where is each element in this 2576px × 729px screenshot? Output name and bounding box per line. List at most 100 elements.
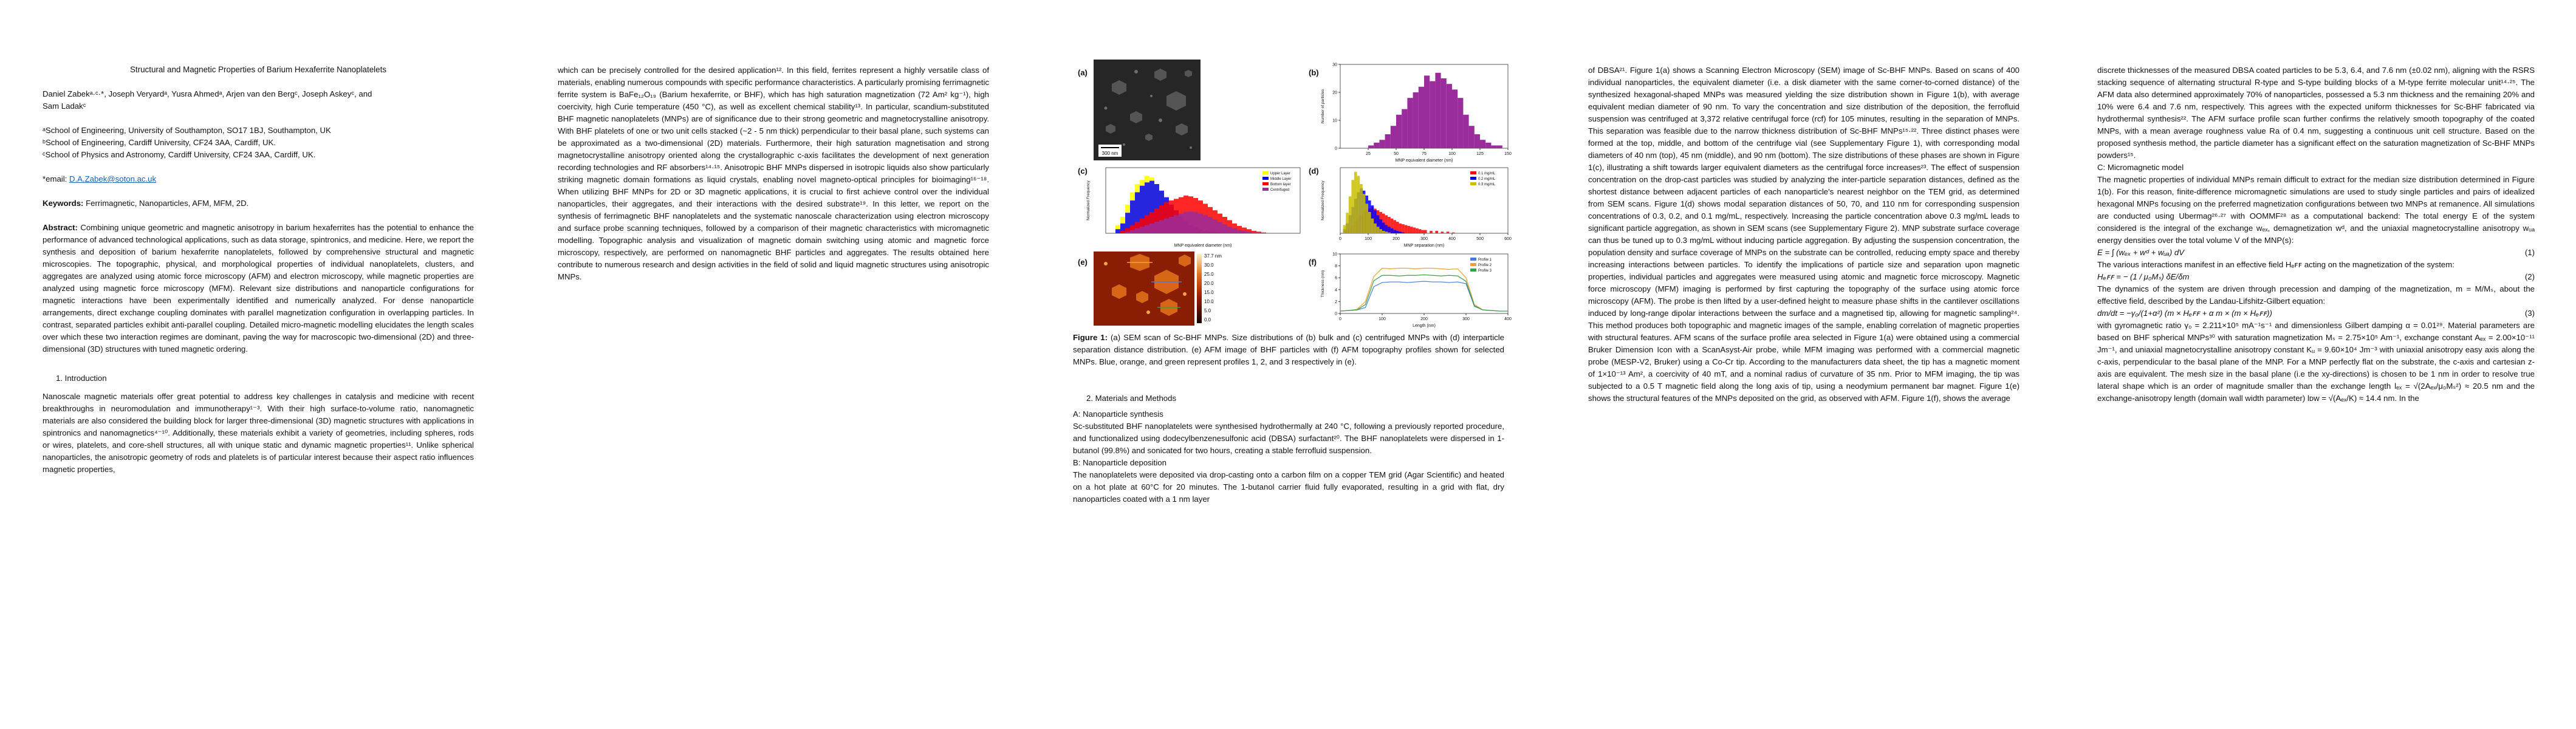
colorbar-tick: 15.0 bbox=[1204, 290, 1214, 295]
bar-mark bbox=[1458, 98, 1464, 148]
x-tick-label: 500 bbox=[1476, 237, 1484, 241]
legend-swatch bbox=[1470, 269, 1476, 272]
body-paragraph: The various interactions manifest in an … bbox=[2097, 260, 2454, 269]
bar-mark bbox=[1435, 230, 1438, 233]
x-tick-label: 50 bbox=[1394, 152, 1399, 156]
bar-mark bbox=[1164, 202, 1169, 233]
bar-mark bbox=[1145, 215, 1149, 233]
page-1: Structural and Magnetic Properties of Ba… bbox=[0, 0, 515, 729]
bar-mark bbox=[1140, 218, 1145, 233]
y-tick-label: 0 bbox=[1335, 147, 1337, 151]
bar-mark bbox=[1343, 225, 1346, 233]
legend-label: Profile 1 bbox=[1478, 258, 1492, 262]
author-line: Daniel Zabekᵃ·ᶜ·*, Joseph Veryardᵃ, Yusr… bbox=[43, 89, 372, 98]
bar-mark bbox=[1379, 140, 1385, 148]
x-tick-label: 0 bbox=[1339, 237, 1341, 241]
bar-mark bbox=[1145, 182, 1149, 233]
y-tick-label: 10 bbox=[1332, 119, 1337, 123]
colorbar-tick: 10.0 bbox=[1204, 299, 1214, 304]
plot-frame bbox=[1340, 253, 1509, 314]
bar-mark bbox=[1446, 231, 1450, 233]
x-axis-label: MNP equivalent diameter (nm) bbox=[1396, 159, 1453, 163]
legend-label: 0.2 mg/mL bbox=[1478, 177, 1496, 181]
bar-mark bbox=[1385, 134, 1391, 148]
bar-mark bbox=[1218, 222, 1222, 233]
bar-mark bbox=[1382, 222, 1385, 233]
panel-label-e: (e) bbox=[1078, 258, 1088, 267]
bar-mark bbox=[1232, 223, 1237, 233]
body-paragraph: which can be precisely controlled for th… bbox=[558, 66, 989, 281]
bar-mark bbox=[1390, 126, 1396, 148]
intro-paragraph: Nanoscale magnetic materials offer great… bbox=[43, 392, 474, 474]
x-axis-label: Length (nm) bbox=[1413, 324, 1436, 328]
email-line: *email: D.A.Zabek@soton.ac.uk bbox=[43, 173, 474, 185]
bar-mark bbox=[1430, 230, 1433, 233]
page-3: (a) 300 nm (b) 25 50 75 100 125 150 0 bbox=[1030, 0, 1546, 729]
x-tick-label: 25 bbox=[1366, 152, 1371, 156]
x-tick-label: 125 bbox=[1476, 152, 1484, 156]
bar-mark bbox=[1242, 227, 1247, 233]
subsection-heading: B: Nanoparticle deposition bbox=[1073, 458, 1166, 467]
bar-mark bbox=[1149, 180, 1154, 233]
subsection-heading: A: Nanoparticle synthesis bbox=[1073, 409, 1163, 419]
section-heading: 1. Introduction bbox=[56, 374, 107, 383]
equation-number: (2) bbox=[2524, 272, 2535, 281]
bar-mark bbox=[1145, 225, 1149, 233]
bar-mark bbox=[1440, 78, 1447, 148]
email-link[interactable]: D.A.Zabek@soton.ac.uk bbox=[69, 174, 157, 183]
y-axis-label: Normalized Frequency bbox=[1321, 180, 1325, 221]
size-histogram-bulk: 25 50 75 100 125 150 0 10 20 30 MNP equivalent dia… bbox=[1321, 63, 1512, 163]
legend-label: Centrifuged bbox=[1270, 188, 1289, 192]
bar-mark bbox=[1393, 230, 1396, 233]
bar-mark bbox=[1348, 196, 1352, 233]
page-5-column: discrete thicknesses of the measured DBS… bbox=[2097, 64, 2535, 405]
paper-title: Structural and Magnetic Properties of Ba… bbox=[129, 65, 386, 74]
bar-mark bbox=[1198, 213, 1203, 233]
x-tick-label: 600 bbox=[1504, 237, 1512, 241]
section-heading: 2. Materials and Methods bbox=[1086, 394, 1177, 403]
colorbar-tick: 5.0 bbox=[1204, 308, 1211, 313]
body-paragraph: of DBSA²¹. Figure 1(a) shows a Scanning … bbox=[1588, 66, 2019, 403]
bar-mark bbox=[1247, 229, 1252, 233]
y-axis-label: Normalized Frequency bbox=[1086, 180, 1091, 221]
bar-mark bbox=[1140, 227, 1145, 233]
bar-mark bbox=[1174, 215, 1179, 233]
legend-label: Profile 2 bbox=[1478, 264, 1492, 267]
bar-mark bbox=[1360, 184, 1363, 233]
x-tick-label: 200 bbox=[1420, 317, 1428, 321]
bar-mark bbox=[1208, 217, 1213, 233]
legend-swatch bbox=[1470, 177, 1476, 180]
equation-body: dm/dt = −γ₀/(1+α²) (m × Hₑꜰꜰ + α m × (m … bbox=[2097, 309, 2272, 318]
subsection-heading: C: Micromagnetic model bbox=[2097, 163, 2184, 172]
bar-mark bbox=[1474, 134, 1480, 148]
caption-text: (a) SEM scan of Sc-BHF MNPs. Size distri… bbox=[1073, 333, 1504, 366]
bar-mark bbox=[1120, 230, 1125, 233]
abstract-label: Abstract: bbox=[43, 223, 78, 232]
legend-swatch bbox=[1470, 171, 1476, 174]
bar-mark bbox=[1154, 208, 1159, 233]
bar-mark bbox=[1385, 225, 1388, 233]
bar-mark bbox=[1188, 211, 1193, 233]
bar-mark bbox=[1446, 84, 1452, 148]
x-tick-label: 75 bbox=[1422, 152, 1427, 156]
panel-label-b: (b) bbox=[1309, 68, 1319, 77]
bar-mark bbox=[1222, 224, 1227, 233]
abstract-text: Combining unique geometric and magnetic … bbox=[43, 223, 474, 354]
abstract-paragraph: Abstract: Combining unique geometric and… bbox=[43, 222, 474, 355]
equation-1: E = ∫ (wₑₓ + wᵈ + wᵤₐ) dV (1) bbox=[2097, 247, 2535, 259]
bar-mark bbox=[1388, 217, 1391, 233]
legend-swatch bbox=[1262, 177, 1269, 180]
legend-swatch bbox=[1262, 171, 1269, 174]
bar-mark bbox=[1149, 223, 1154, 233]
equation-number: (1) bbox=[2524, 248, 2535, 257]
bar-mark bbox=[1396, 114, 1402, 148]
bar-mark bbox=[1368, 211, 1371, 233]
bar-mark bbox=[1164, 218, 1169, 233]
y-tick-label: 2 bbox=[1335, 300, 1337, 304]
bar-mark bbox=[1396, 222, 1399, 233]
x-tick-label: 200 bbox=[1392, 237, 1400, 241]
bar-mark bbox=[1418, 229, 1422, 233]
bar-mark bbox=[1413, 92, 1419, 148]
bar-mark bbox=[1379, 219, 1382, 233]
bar-mark bbox=[1410, 227, 1413, 233]
